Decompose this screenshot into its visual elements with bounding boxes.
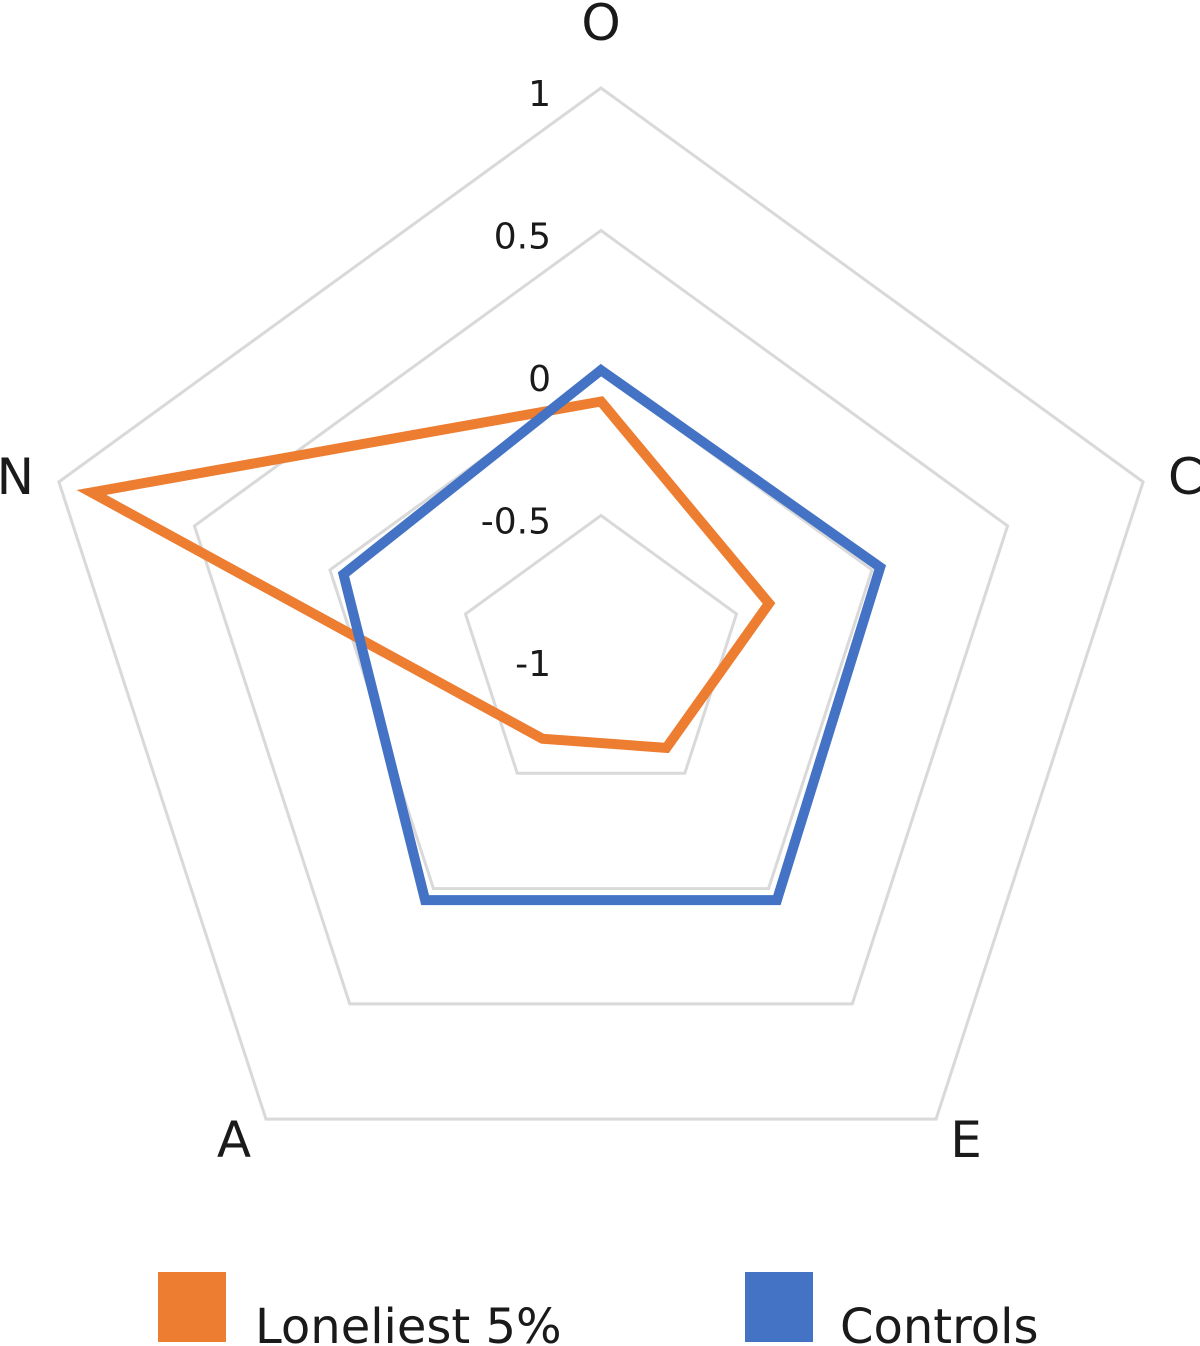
tick-label: -0.5 [481, 502, 551, 543]
series-line-loneliest [76, 396, 776, 754]
tick-label: 1 [528, 74, 551, 115]
legend-swatch [745, 1272, 813, 1342]
category-label-C: C [1168, 448, 1200, 506]
grid [57, 86, 1145, 1121]
grid-ring [328, 371, 874, 891]
tick-label: -1 [515, 644, 551, 685]
legend-label: Controls [840, 1299, 1039, 1346]
category-label-A: A [217, 1111, 251, 1169]
grid-ring [192, 228, 1010, 1006]
series-line-controls [337, 363, 887, 906]
series-group [76, 363, 887, 906]
legend-label: Loneliest 5% [255, 1299, 562, 1346]
grid-ring [57, 86, 1145, 1121]
category-label-N: N [0, 448, 34, 506]
tick-label: 0.5 [494, 217, 551, 258]
category-labels: O C E A N [0, 0, 1200, 1169]
legend: Loneliest 5% Controls [158, 1272, 1039, 1346]
tick-label: 0 [528, 359, 551, 400]
category-label-E: E [950, 1111, 982, 1169]
category-label-O: O [581, 0, 620, 52]
tick-labels: 1 0.5 0 -0.5 -1 [481, 74, 551, 685]
grid-ring [463, 513, 739, 775]
legend-swatch [158, 1272, 226, 1342]
